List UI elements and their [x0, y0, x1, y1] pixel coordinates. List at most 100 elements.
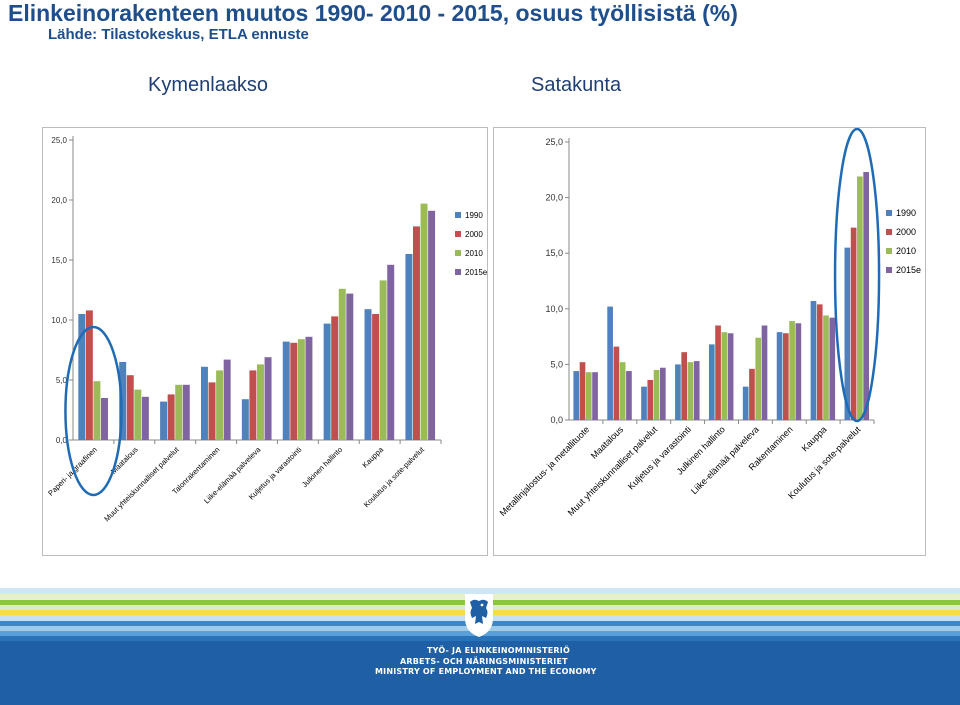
bar-2015e: [761, 325, 768, 420]
bar-2000: [850, 227, 857, 420]
bar-2000: [715, 325, 721, 420]
legend-label: 2015e: [896, 265, 921, 275]
y-tick-label: 15,0: [51, 256, 67, 265]
highlight-ellipse: [833, 128, 881, 423]
category-label: Liike-elämää palveleva: [689, 424, 761, 496]
bar-2010: [134, 389, 142, 440]
y-tick-label: 5,0: [550, 359, 563, 369]
bar-2000: [372, 314, 380, 440]
bar-2000: [749, 368, 755, 420]
bar-2010: [257, 364, 264, 440]
y-tick-label: 5,0: [56, 376, 68, 385]
legend-label: 2000: [896, 227, 916, 237]
chart-satakunta: 0,0 5,0 10,0 15,0 20,0 25,0 Metallinjalostus- …: [493, 127, 926, 556]
bar-2000: [681, 352, 688, 420]
bar-2015e: [693, 361, 700, 420]
bar-2015e: [223, 359, 231, 440]
legend-swatch: [455, 269, 461, 275]
legend-label: 2010: [465, 249, 483, 258]
y-tick-label: 0,0: [56, 436, 68, 445]
bar-1990: [573, 371, 580, 420]
legend-label: 2015e: [465, 268, 487, 277]
bar-1990: [160, 401, 168, 440]
bar-1990: [641, 386, 647, 420]
region-title-satakunta: Satakunta: [531, 74, 622, 96]
bar-1990: [282, 341, 290, 440]
legend-swatch: [886, 267, 892, 273]
bar-2015e: [727, 333, 734, 420]
y-tick-label: 20,0: [545, 193, 563, 203]
page-title: Elinkeinorakenteen muutos 1990- 2010 - 2…: [8, 0, 738, 26]
legend-swatch: [455, 212, 461, 218]
bar-2000: [412, 226, 420, 440]
bar-1990: [607, 306, 613, 420]
bar-2015e: [829, 317, 836, 420]
chart-kymenlaakso-svg: 0,0 5,0 10,0 15,0 20,0 25,0 Paperi- ja graafin…: [46, 136, 487, 523]
ministry-name-fi: TYÖ- JA ELINKEINOMINISTERIÖ: [427, 646, 570, 655]
bar-2010: [857, 176, 863, 420]
bar-2015e: [264, 357, 272, 440]
bar-2000: [208, 382, 216, 440]
bar-2010: [93, 381, 101, 440]
bar-2010: [687, 362, 694, 420]
y-tick-label: 20,0: [51, 196, 67, 205]
bar-1990: [364, 309, 372, 440]
legend-swatch: [455, 250, 461, 256]
ministry-name-sv: ARBETS- OCH NÄRINGSMINISTERIET: [400, 656, 568, 666]
bar-2010: [420, 203, 428, 440]
ministry-name: TYÖ- JA ELINKEINOMINISTERIÖ ARBETS- OCH …: [375, 646, 597, 678]
y-tick-label: 0,0: [550, 415, 563, 425]
bar-1990: [323, 323, 331, 440]
bar-2015e: [305, 336, 313, 440]
category-label: Kauppa: [360, 444, 385, 469]
bar-1990: [78, 314, 86, 440]
bar-2000: [85, 310, 93, 440]
y-tick-label: 25,0: [51, 136, 67, 145]
bar-2000: [816, 304, 823, 420]
category-label: Julkinen hallinto: [300, 445, 344, 489]
finnish-lion-crest-icon: [465, 594, 493, 637]
bar-2010: [297, 339, 305, 440]
category-label: Kuljetus ja varastointi: [626, 424, 693, 491]
bar-2000: [249, 370, 257, 440]
bar-2000: [126, 375, 134, 440]
legend-swatch: [455, 231, 461, 237]
bar-1990: [200, 366, 208, 440]
bar-2015e: [626, 371, 632, 420]
bar-2010: [721, 332, 728, 420]
bar-1990: [241, 399, 249, 440]
bar-2000: [167, 394, 175, 440]
chart-satakunta-svg: 0,05,010,015,020,025,0Metallinjalostus- …: [498, 128, 921, 518]
legend-label: 2000: [465, 230, 483, 239]
bar-2015e: [387, 264, 395, 440]
bar-2000: [579, 362, 586, 420]
bar-2015e: [659, 367, 666, 420]
bar-1990: [810, 301, 817, 420]
legend-swatch: [886, 248, 892, 254]
bar-2010: [619, 362, 626, 420]
bar-2015e: [795, 323, 802, 420]
bar-2010: [823, 315, 829, 420]
y-tick-label: 25,0: [545, 137, 563, 147]
bar-1990: [742, 386, 749, 420]
bar-2000: [331, 316, 339, 440]
legend-label: 2010: [896, 246, 916, 256]
bar-2015e: [346, 293, 354, 440]
bar-2015e: [101, 398, 108, 440]
bar-2010: [789, 321, 795, 420]
category-label: Muut yhteiskunnalliset palvelut: [102, 444, 181, 523]
legend-label: 1990: [465, 211, 483, 220]
bar-2015e: [141, 396, 149, 440]
bar-2010: [755, 337, 762, 420]
bar-2000: [613, 346, 620, 420]
bar-2010: [175, 384, 183, 440]
bar-2015e: [863, 172, 869, 420]
legend-swatch: [886, 229, 892, 235]
category-label: Paperi- ja graafinen: [46, 445, 99, 498]
bar-2010: [379, 280, 387, 440]
bar-1990: [708, 344, 715, 420]
bar-1990: [405, 254, 413, 440]
bar-2010: [216, 370, 224, 440]
y-tick-label: 10,0: [545, 304, 563, 314]
bar-2010: [653, 369, 660, 420]
